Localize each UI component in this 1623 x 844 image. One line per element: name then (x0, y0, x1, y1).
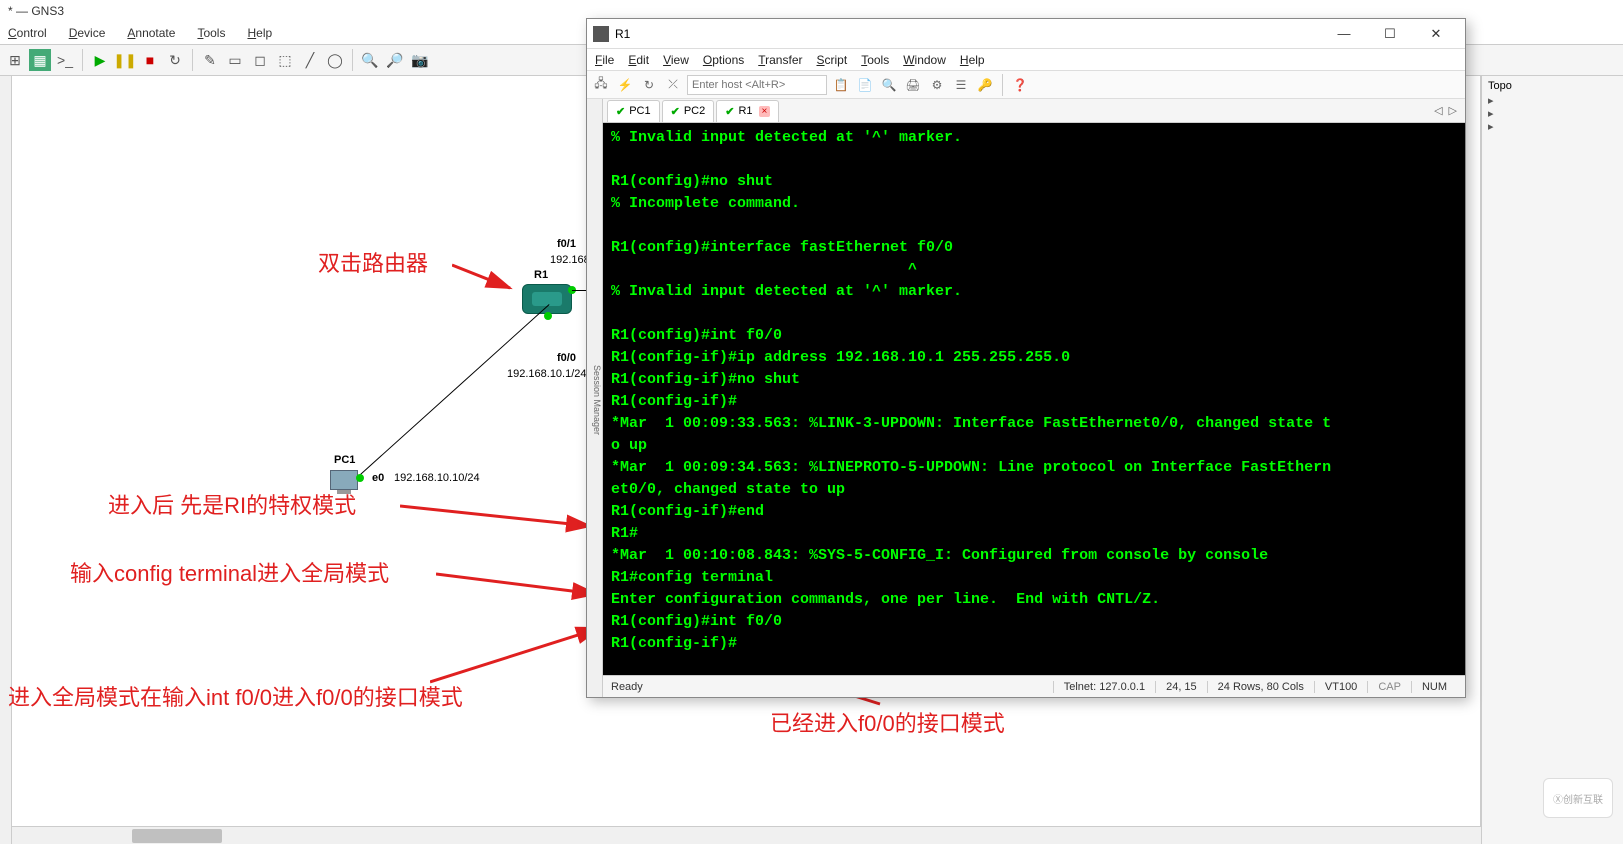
terminal-title: R1 (615, 27, 1321, 41)
stop-icon[interactable]: ■ (139, 49, 161, 71)
status-ready: Ready (611, 681, 643, 693)
menu-tools[interactable]: Tools (861, 53, 889, 67)
pause-icon[interactable]: ❚❚ (114, 49, 136, 71)
minimize-button[interactable]: — (1321, 20, 1367, 48)
port-label: e0 (372, 472, 384, 484)
print-icon[interactable]: 🖨 (903, 75, 923, 95)
shape-icon[interactable]: ◻ (249, 49, 271, 71)
terminal-toolbar: 🖧 ⚡ ↻ ⤫ 📋 📄 🔍 🖨 ⚙ ☰ 🔑 ❓ (587, 71, 1465, 99)
status-emulation: VT100 (1314, 681, 1367, 693)
menu-file[interactable]: File (595, 53, 614, 67)
watermark: Ⓧ 创新互联 (1543, 778, 1613, 818)
tab-pc1[interactable]: ✔PC1 (607, 100, 660, 122)
annotation-text: 进入后 先是RI的特权模式 (108, 488, 356, 520)
disconnect-icon[interactable]: ⤫ (663, 75, 683, 95)
host-input[interactable] (687, 75, 827, 95)
topology-panel-title: Topo (1484, 78, 1621, 94)
tab-label: PC2 (684, 105, 705, 117)
status-cursor-pos: 24, 15 (1155, 681, 1207, 693)
toolbar-icon[interactable]: ▦ (29, 49, 51, 71)
link-status-dot (544, 312, 552, 320)
find-icon[interactable]: 🔍 (879, 75, 899, 95)
tab-pc2[interactable]: ✔PC2 (662, 100, 715, 122)
toolbar-icon[interactable]: 📋 (831, 75, 851, 95)
quick-connect-icon[interactable]: ⚡ (615, 75, 635, 95)
menu-transfer[interactable]: Transfer (758, 53, 802, 67)
reload-icon[interactable]: ↻ (164, 49, 186, 71)
toolbar-icon[interactable]: ☰ (951, 75, 971, 95)
menu-control[interactable]: Control (4, 24, 51, 42)
connect-icon[interactable]: 🖧 (591, 75, 611, 95)
annotation-arrow (436, 566, 606, 606)
reconnect-icon[interactable]: ↻ (639, 75, 659, 95)
annotation-arrow (452, 260, 522, 300)
toolbar-icon[interactable]: ⊞ (4, 49, 26, 71)
port-ip-label: 192.168.10.1/24 (507, 368, 587, 380)
annotation-text: 已经进入f0/0的接口模式 (770, 706, 1005, 738)
session-tabs: ✔PC1 ✔PC2 ✔R1× ◁▷ (603, 99, 1465, 123)
port-ip-label: 192.168.10.10/24 (394, 472, 480, 484)
annotation-arrow (400, 498, 600, 538)
close-tab-icon[interactable]: × (759, 106, 771, 117)
topology-link (356, 304, 550, 479)
router-node[interactable] (522, 284, 572, 314)
menu-annotate[interactable]: Annotate (123, 24, 179, 42)
edit-icon[interactable]: ✎ (199, 49, 221, 71)
toolbar-icon[interactable]: 📄 (855, 75, 875, 95)
screenshot-icon[interactable]: 📷 (409, 49, 431, 71)
terminal-statusbar: Ready Telnet: 127.0.0.1 24, 15 24 Rows, … (603, 675, 1465, 697)
port-label: f0/1 (557, 238, 576, 250)
tab-label: PC1 (629, 105, 650, 117)
menu-options[interactable]: Options (703, 53, 744, 67)
tab-label: R1 (738, 105, 752, 117)
console-icon[interactable]: >_ (54, 49, 76, 71)
help-icon[interactable]: ❓ (1010, 75, 1030, 95)
menu-window[interactable]: Window (903, 53, 946, 67)
gns3-left-dock (0, 76, 12, 844)
terminal-window: R1 — ☐ ✕ File Edit View Options Transfer… (586, 18, 1466, 698)
zoom-out-icon[interactable]: 🔎 (384, 49, 406, 71)
status-cap: CAP (1367, 681, 1411, 693)
gns3-right-panel: Topo ▸▸▸ (1481, 76, 1623, 844)
menu-edit[interactable]: Edit (628, 53, 649, 67)
menu-device[interactable]: Device (65, 24, 110, 42)
maximize-button[interactable]: ☐ (1367, 20, 1413, 48)
session-manager-tab[interactable]: Session Manager (587, 99, 603, 697)
terminal-menubar: File Edit View Options Transfer Script T… (587, 49, 1465, 71)
horizontal-scrollbar[interactable] (12, 826, 1481, 844)
status-num: NUM (1411, 681, 1457, 693)
menu-help[interactable]: Help (243, 24, 276, 42)
link-status-dot (356, 474, 364, 482)
scroll-thumb[interactable] (132, 829, 222, 843)
annotation-text: 进入全局模式在输入int f0/0进入f0/0的接口模式 (8, 680, 463, 712)
annotation-text: 输入config terminal进入全局模式 (70, 556, 389, 588)
pc-label: PC1 (334, 454, 355, 466)
image-icon[interactable]: ▭ (224, 49, 246, 71)
menu-view[interactable]: View (663, 53, 689, 67)
status-connection: Telnet: 127.0.0.1 (1053, 681, 1155, 693)
annotation-text: 双击路由器 (318, 246, 428, 278)
tab-scroll-arrows[interactable]: ◁▷ (1434, 104, 1465, 117)
settings-icon[interactable]: ⚙ (927, 75, 947, 95)
port-label: f0/0 (557, 352, 576, 364)
status-term-size: 24 Rows, 80 Cols (1207, 681, 1314, 693)
terminal-titlebar[interactable]: R1 — ☐ ✕ (587, 19, 1465, 49)
app-icon (593, 26, 609, 42)
menu-tools[interactable]: Tools (193, 24, 229, 42)
terminal-output[interactable]: % Invalid input detected at '^' marker. … (603, 123, 1465, 675)
zoom-in-icon[interactable]: 🔍 (359, 49, 381, 71)
menu-help[interactable]: Help (960, 53, 985, 67)
key-icon[interactable]: 🔑 (975, 75, 995, 95)
close-button[interactable]: ✕ (1413, 20, 1459, 48)
annotation-arrow (430, 620, 610, 690)
tab-r1[interactable]: ✔R1× (716, 100, 779, 122)
play-icon[interactable]: ▶ (89, 49, 111, 71)
router-label: R1 (534, 269, 548, 281)
menu-script[interactable]: Script (817, 53, 848, 67)
shape-icon[interactable]: ⬚ (274, 49, 296, 71)
line-icon[interactable]: ╱ (299, 49, 321, 71)
ellipse-icon[interactable]: ◯ (324, 49, 346, 71)
